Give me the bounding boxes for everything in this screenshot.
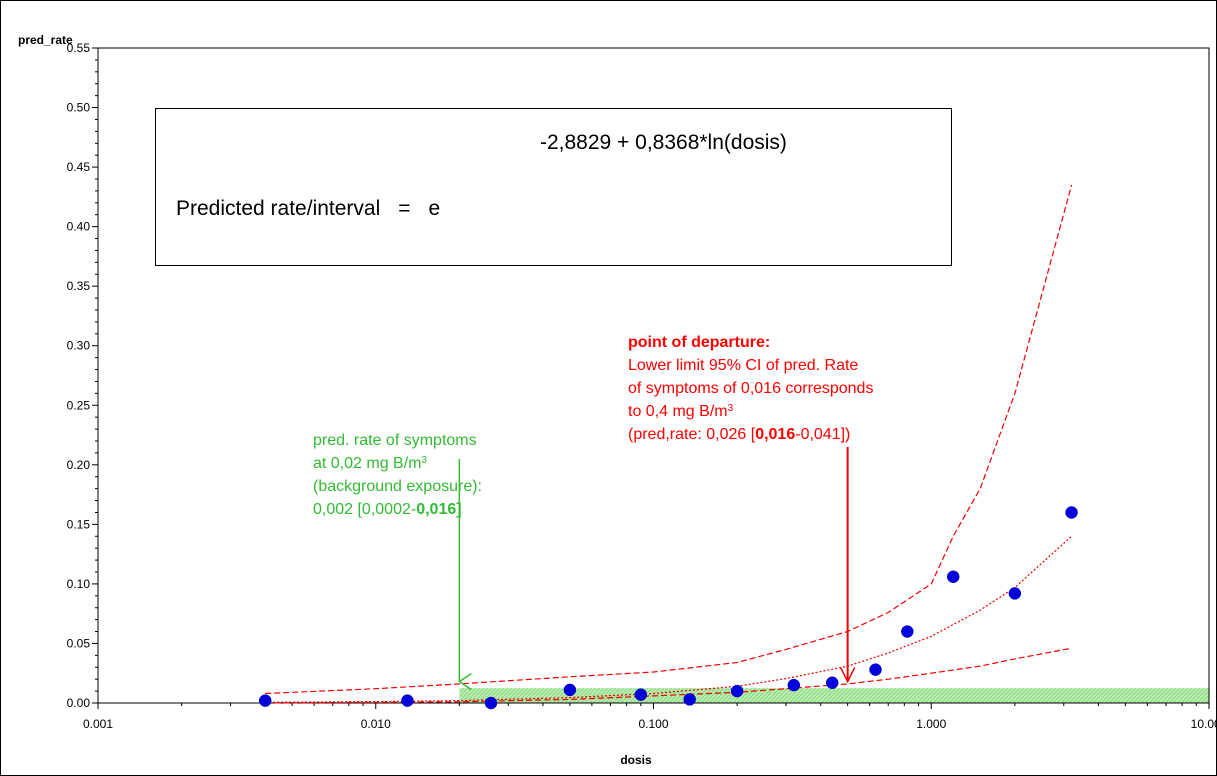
data-point <box>258 694 272 707</box>
data-point <box>683 693 696 706</box>
y-tick-label: 0.35 <box>67 279 91 293</box>
upper-ci-line <box>265 184 1073 695</box>
y-tick-label: 0.45 <box>67 160 91 174</box>
formula-base: e <box>428 197 441 220</box>
lower-ci-line <box>265 647 1072 704</box>
background-line4: 0,002 [0,0002-0,016] <box>313 498 482 521</box>
y-tick-label: 0.05 <box>67 636 91 650</box>
x-tick-label: 10.000 <box>1191 717 1217 731</box>
departure-line2: of symptoms of 0,016 corresponds <box>628 380 874 397</box>
departure-line1: Lower limit 95% CI of pred. Rate <box>628 357 859 374</box>
y-tick-label: 0.30 <box>67 339 91 353</box>
background-line4-bold: 0,016] <box>416 501 462 518</box>
departure-line3-text: to 0,4 mg B/m <box>628 403 728 420</box>
y-tick-label: 0.50 <box>67 101 91 115</box>
x-tick-label: 1.000 <box>916 717 946 731</box>
data-point <box>730 684 744 698</box>
data-point <box>401 694 414 707</box>
departure-line3-sup: 3 <box>727 403 734 414</box>
background-line2: at 0,02 mg B/m3 <box>313 452 482 475</box>
x-axis-label: dosis <box>620 753 652 767</box>
y-tick-label: 0.10 <box>67 577 91 591</box>
formula-equals: = <box>398 197 411 220</box>
y-axis-label: pred_rate <box>18 33 73 47</box>
departure-line4-bold: 0,016 <box>755 426 796 443</box>
data-point <box>563 683 577 697</box>
y-tick-label: 0.00 <box>67 696 91 710</box>
formula-main: Predicted rate/interval = e <box>176 197 440 221</box>
data-point <box>1008 587 1022 600</box>
x-tick-label: 0.010 <box>361 717 391 731</box>
departure-annotation: point of departure: Lower limit 95% CI o… <box>628 331 873 446</box>
data-point <box>634 688 648 701</box>
background-line4-pre: 0,002 [0,0002- <box>313 501 417 518</box>
y-tick-label: 0.15 <box>67 517 91 531</box>
formula-box: -2,8829 + 0,8368*ln(dosis) Predicted rat… <box>155 108 952 266</box>
formula-exponent: -2,8829 + 0,8368*ln(dosis) <box>540 131 787 154</box>
background-annotation: pred. rate of symptoms at 0,02 mg B/m3 (… <box>313 429 482 521</box>
departure-line4-post: -0,041]) <box>795 426 851 443</box>
y-tick-label: 0.25 <box>67 398 91 412</box>
background-line2-sup: 3 <box>421 455 428 466</box>
data-point <box>946 570 960 584</box>
departure-line4-pre: (pred,rate: 0,026 [ <box>628 426 756 443</box>
departure-line3: to 0,4 mg B/m3 <box>628 400 873 423</box>
formula-lhs: Predicted rate/interval <box>176 197 381 220</box>
data-point <box>1065 506 1078 519</box>
background-exposure-band <box>459 688 1209 703</box>
data-point <box>825 676 839 690</box>
data-point <box>901 625 914 638</box>
x-tick-label: 0.001 <box>83 717 113 731</box>
data-point <box>484 696 498 710</box>
departure-line4: (pred,rate: 0,026 [0,016-0,041]) <box>628 423 873 446</box>
departure-arrow-head <box>839 667 856 684</box>
fitted-rate-line <box>265 535 1073 703</box>
background-line3: (background exposure): <box>313 478 482 495</box>
background-line2-text: at 0,02 mg B/m <box>313 455 422 472</box>
background-line1: pred. rate of symptoms <box>313 432 477 449</box>
data-point <box>869 663 882 676</box>
departure-title: point of departure: <box>628 334 771 351</box>
x-tick-label: 0.100 <box>638 717 668 731</box>
y-tick-label: 0.40 <box>67 220 91 234</box>
y-tick-label: 0.55 <box>67 41 91 55</box>
data-point <box>787 678 801 692</box>
y-tick-label: 0.20 <box>67 458 91 472</box>
